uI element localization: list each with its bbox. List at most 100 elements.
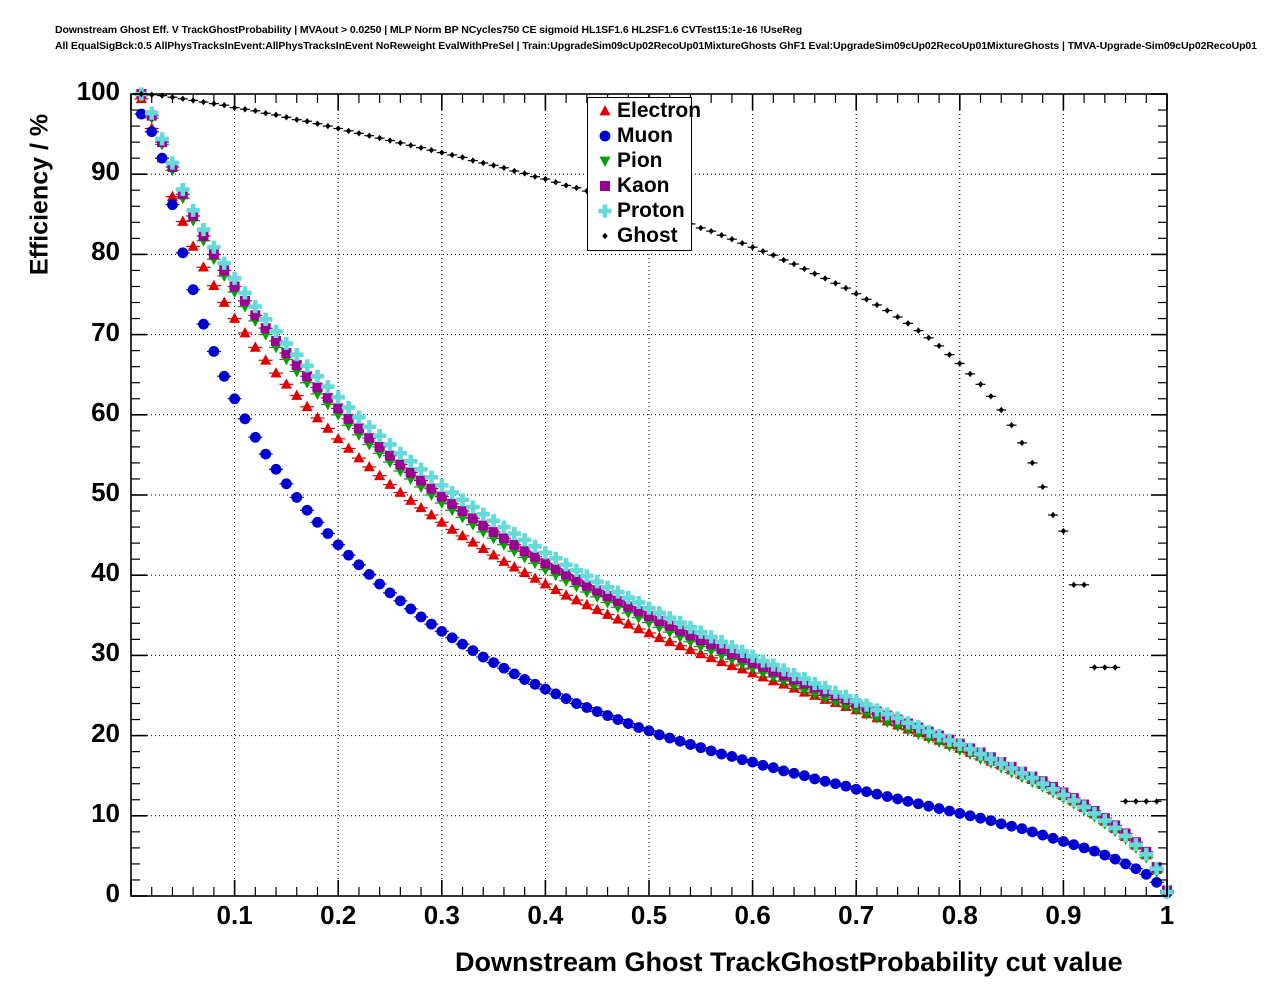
legend-marker-proton: [594, 202, 616, 220]
marker-small-diamond: [1091, 664, 1098, 671]
marker-square: [581, 580, 592, 591]
y-tick-label: 10: [91, 797, 120, 828]
marker-triangle-up: [436, 516, 448, 527]
legend-label: Proton: [617, 198, 685, 222]
marker-small-diamond: [988, 393, 994, 400]
marker-plus-star: [880, 707, 894, 721]
marker-circle: [757, 759, 769, 771]
marker-plus-star: [341, 400, 356, 415]
marker-triangle-up: [498, 555, 510, 566]
marker-small-diamond: [760, 247, 766, 255]
marker-circle: [1109, 853, 1121, 865]
marker-triangle-up: [218, 296, 230, 307]
marker-triangle-up: [477, 542, 489, 554]
marker-small-diamond: [542, 175, 549, 183]
marker-plus-star: [1025, 771, 1039, 785]
marker-circle: [871, 788, 883, 800]
marker-plus-star: [901, 716, 915, 730]
legend-item-pion[interactable]: Pion: [588, 148, 691, 173]
marker-circle: [788, 767, 800, 779]
y-tick-label: 80: [91, 236, 120, 267]
x-tick-label: 1: [1159, 900, 1175, 930]
marker-small-diamond: [252, 107, 259, 115]
marker-circle: [208, 346, 220, 357]
marker-plus-star: [694, 625, 708, 639]
marker-small-diamond: [211, 100, 217, 107]
marker-small-diamond: [294, 116, 300, 123]
marker-square: [333, 403, 344, 414]
marker-small-diamond: [853, 290, 859, 297]
marker-plus-star: [466, 500, 480, 514]
marker-circle: [861, 786, 872, 798]
marker-circle: [602, 710, 613, 721]
marker-plus-star: [973, 747, 988, 761]
marker-square: [530, 551, 541, 562]
marker-small-diamond: [490, 162, 497, 169]
marker-circle: [716, 748, 727, 760]
marker-triangle-up: [249, 341, 261, 352]
legend-item-muon[interactable]: Muon: [588, 123, 691, 148]
marker-small-diamond: [262, 110, 269, 117]
marker-circle: [954, 807, 966, 819]
marker-plus-star: [279, 336, 293, 351]
marker-small-diamond: [739, 239, 745, 247]
marker-circle: [830, 778, 841, 790]
marker-plus-star: [911, 720, 925, 734]
marker-small-diamond: [314, 120, 321, 127]
x-tick-label: 0.2: [320, 900, 357, 930]
marker-plus-star: [808, 676, 822, 691]
marker-square: [364, 433, 375, 444]
marker-triangle-up: [343, 442, 355, 453]
marker-plus-star: [611, 585, 625, 599]
marker-plus-star: [569, 563, 584, 577]
marker-small-diamond: [957, 360, 963, 367]
marker-small-diamond: [780, 256, 787, 264]
marker-plus-star: [984, 752, 998, 766]
marker-plus-star: [1077, 800, 1091, 814]
marker-circle: [664, 732, 676, 744]
marker-square: [600, 180, 610, 191]
marker-plus-star: [507, 526, 521, 541]
marker-square: [695, 635, 706, 646]
marker-triangle-up: [519, 566, 531, 578]
marker-circle: [674, 735, 686, 747]
legend-item-electron[interactable]: Electron: [588, 98, 701, 123]
marker-triangle-up: [560, 589, 572, 600]
marker-square: [612, 595, 623, 606]
marker-small-diamond: [770, 252, 777, 259]
marker-small-diamond: [553, 179, 559, 186]
marker-circle: [281, 478, 292, 490]
legend-item-ghost[interactable]: Ghost: [588, 223, 691, 248]
marker-small-diamond: [428, 146, 435, 154]
marker-circle: [312, 516, 323, 528]
legend-item-kaon[interactable]: Kaon: [588, 173, 691, 198]
marker-triangle-up: [187, 240, 199, 251]
legend-marker-plus-star-icon: [598, 203, 612, 218]
marker-plus-star: [632, 595, 646, 610]
marker-circle: [612, 714, 624, 725]
marker-square: [561, 569, 572, 580]
marker-square: [281, 348, 292, 359]
marker-square: [467, 513, 478, 524]
marker-square: [416, 475, 427, 486]
marker-triangle-up: [405, 494, 417, 505]
marker-circle: [747, 756, 758, 768]
marker-circle: [374, 578, 386, 590]
marker-triangle-up: [529, 572, 541, 583]
marker-circle: [840, 780, 852, 792]
marker-triangle-up: [612, 613, 624, 624]
marker-small-diamond: [822, 275, 828, 282]
marker-circle: [301, 504, 313, 516]
marker-triangle-up: [695, 647, 707, 659]
legend-marker-small-diamond-icon: [602, 232, 608, 239]
marker-small-diamond: [926, 334, 932, 342]
marker-plus-star: [445, 485, 459, 500]
marker-small-diamond: [698, 224, 704, 232]
marker-small-diamond: [221, 102, 227, 109]
marker-small-diamond: [273, 111, 279, 119]
legend-item-proton[interactable]: Proton: [588, 198, 691, 223]
marker-triangle-up: [260, 354, 272, 365]
marker-triangle-up: [415, 501, 427, 513]
marker-square: [302, 371, 313, 382]
marker-square: [260, 323, 271, 334]
